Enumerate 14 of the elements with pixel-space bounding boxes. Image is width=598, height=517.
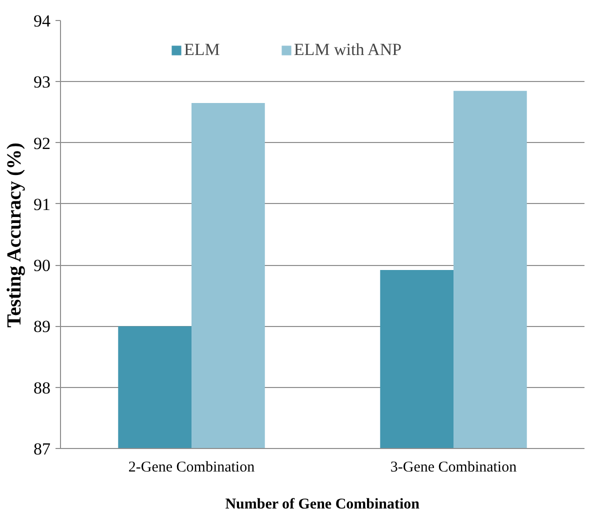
legend-label: ELM (184, 40, 220, 60)
x-tick-label: 2-Gene Combination (128, 460, 256, 476)
y-tick-label: 87 (34, 440, 51, 458)
legend-label: ELM with ANP (294, 40, 402, 60)
y-tick-label: 89 (34, 317, 50, 336)
y-tick-label: 94 (34, 12, 51, 30)
y-axis-title: Testing Accuracy (%) (4, 142, 26, 328)
y-tick-label: 93 (34, 72, 50, 92)
y-tick-label: 90 (34, 256, 50, 276)
y-tick-label: 92 (34, 134, 50, 153)
y-tick-label: 91 (34, 194, 50, 214)
y-tick-label: 88 (34, 378, 50, 398)
x-axis-title: Number of Gene Combination (225, 496, 420, 512)
x-tick-label: 3-Gene Combination (390, 460, 518, 476)
